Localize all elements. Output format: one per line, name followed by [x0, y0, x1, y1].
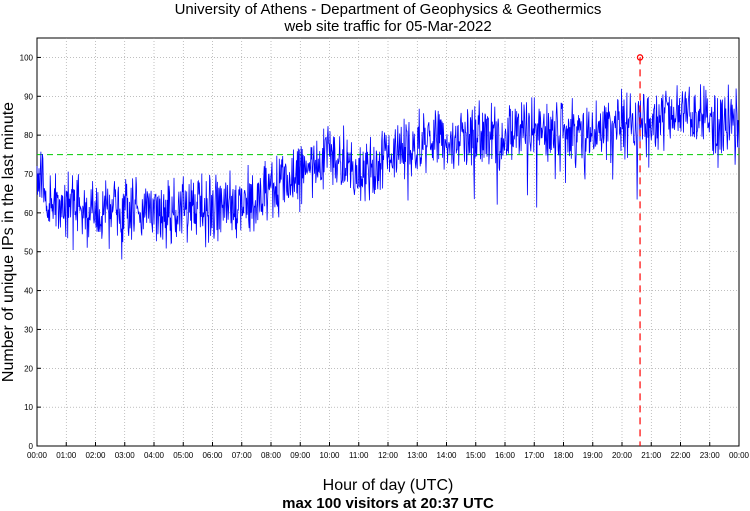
- x-tick-label: 00:00: [27, 451, 48, 460]
- x-tick-label: 22:00: [670, 451, 691, 460]
- y-tick-label: 60: [24, 209, 33, 218]
- max-visitors-caption: max 100 visitors at 20:37 UTC: [282, 495, 494, 511]
- x-tick-label: 10:00: [319, 451, 340, 460]
- y-tick-label: 0: [29, 442, 34, 451]
- y-tick-label: 80: [24, 131, 33, 140]
- y-tick-label: 70: [24, 170, 33, 179]
- y-tick-label: 30: [24, 325, 33, 334]
- x-axis-label: Hour of day (UTC): [323, 477, 454, 494]
- y-axis: 0 10 20 30 40 50 60 70 80 90 100: [20, 53, 41, 451]
- x-tick-label: 09:00: [290, 451, 311, 460]
- x-tick-label: 07:00: [232, 451, 253, 460]
- x-tick-label: 04:00: [144, 451, 165, 460]
- x-tick-label: 12:00: [378, 451, 399, 460]
- chart-subtitle: web site traffic for 05-Mar-2022: [283, 18, 491, 35]
- y-tick-label: 20: [24, 364, 33, 373]
- grid: [37, 38, 739, 446]
- x-tick-label: 03:00: [115, 451, 136, 460]
- max-marker: [636, 54, 644, 61]
- x-tick-label: 01:00: [56, 451, 77, 460]
- x-tick-label: 05:00: [173, 451, 194, 460]
- x-tick-label: 15:00: [466, 451, 487, 460]
- x-tick-label: 16:00: [495, 451, 516, 460]
- y-tick-label: 40: [24, 287, 33, 296]
- x-tick-label: 18:00: [553, 451, 574, 460]
- y-tick-label: 100: [20, 53, 34, 62]
- x-tick-label: 17:00: [524, 451, 545, 460]
- x-tick-label: 14:00: [436, 451, 457, 460]
- x-tick-label: 13:00: [407, 451, 428, 460]
- x-tick-label: 02:00: [85, 451, 106, 460]
- y-tick-label: 90: [24, 92, 33, 101]
- x-tick-label: 19:00: [583, 451, 604, 460]
- series-line: [36, 84, 740, 260]
- y-tick-label: 10: [24, 403, 33, 412]
- y-tick-label: 50: [24, 248, 33, 257]
- chart-title: University of Athens - Department of Geo…: [175, 1, 602, 18]
- x-axis: 00:00 01:00 02:00 03:00 04:00 05:00 06:00 07:00…: [27, 442, 750, 460]
- x-tick-label: 20:00: [612, 451, 633, 460]
- y-axis-label: Number of unique IPs in the last minute: [0, 102, 17, 382]
- x-tick-label: 06:00: [202, 451, 223, 460]
- x-tick-label: 08:00: [261, 451, 282, 460]
- x-tick-label: 11:00: [349, 451, 369, 460]
- x-tick-label: 23:00: [700, 451, 721, 460]
- x-tick-label: 21:00: [641, 451, 662, 460]
- x-tick-label: 00:00: [729, 451, 750, 460]
